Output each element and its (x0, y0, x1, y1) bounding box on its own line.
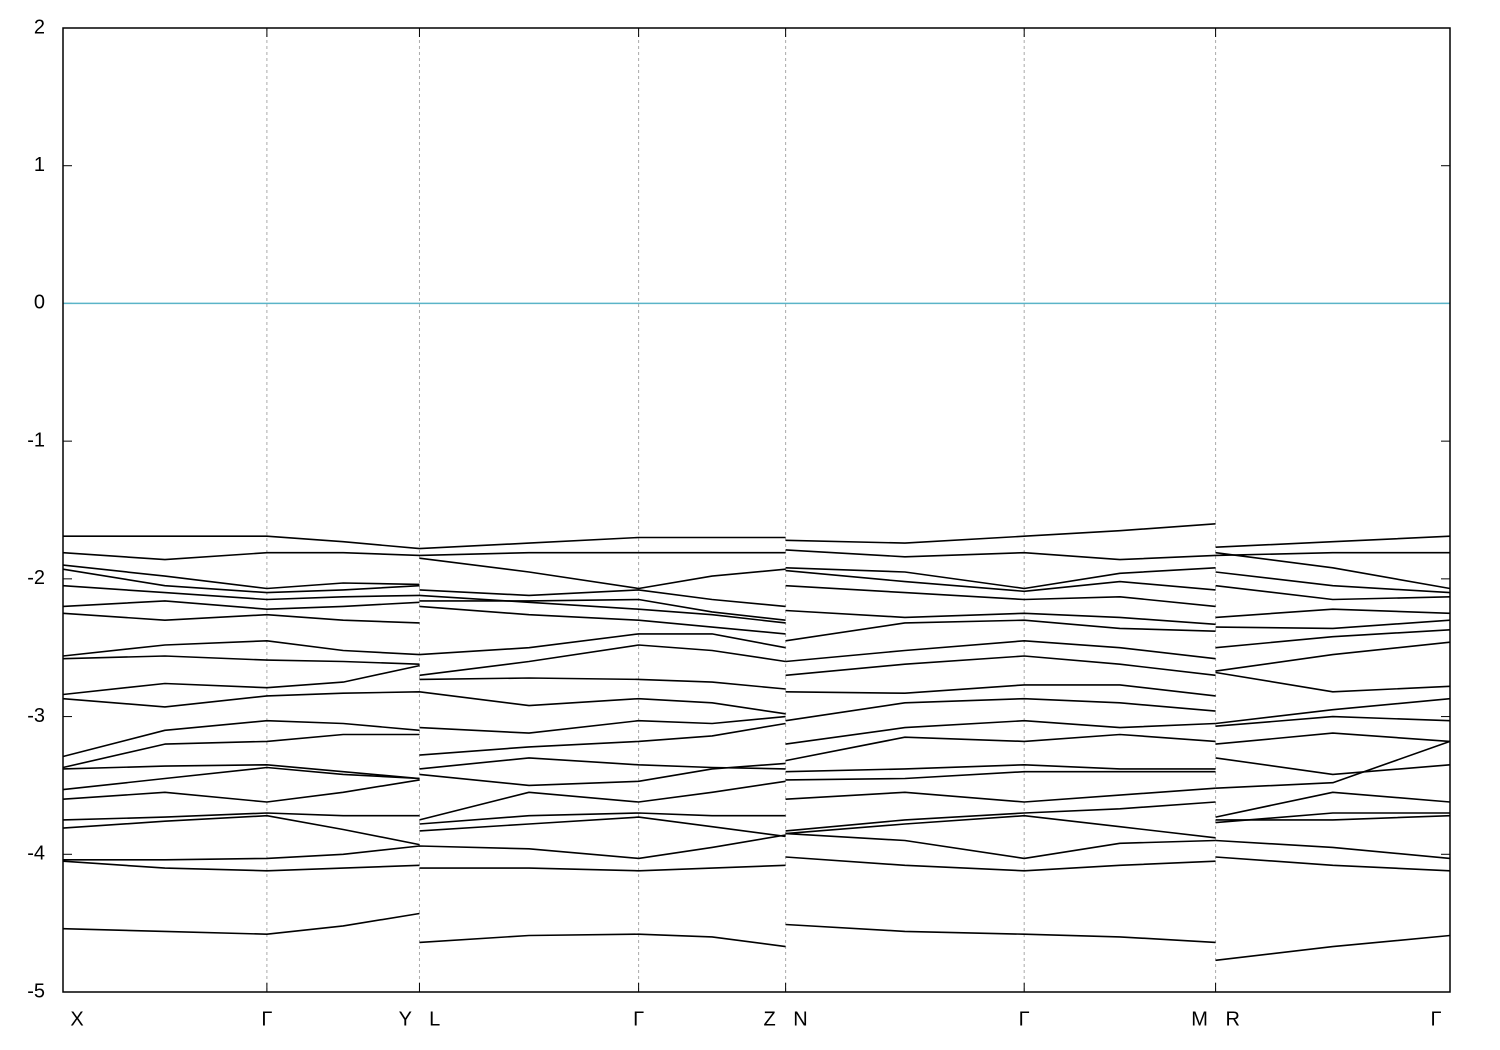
band-line (62, 801, 1450, 832)
band-line (62, 629, 1451, 663)
band-line (62, 912, 1451, 962)
x-tick-label: M R (1191, 1008, 1240, 1030)
band-line (62, 715, 1451, 758)
x-tick-label: Γ (261, 1008, 272, 1030)
x-tick-label: X (70, 1008, 83, 1030)
band-line (62, 664, 1451, 697)
y-tick-label: 0 (34, 292, 45, 314)
y-tick-label: 2 (34, 16, 45, 38)
y-tick-label: 1 (34, 154, 45, 176)
band-line (62, 551, 1451, 590)
band-line (62, 549, 1450, 561)
band-line (62, 722, 1451, 769)
y-tick-label: -5 (27, 980, 45, 1002)
x-tick-label: Γ (1019, 1008, 1030, 1030)
band-line (62, 594, 1451, 626)
band-line (63, 814, 1451, 861)
y-tick-label: -2 (27, 567, 45, 589)
band-line (62, 691, 1451, 725)
y-tick-label: -1 (27, 429, 45, 451)
x-tick-label: Γ (633, 1008, 644, 1030)
band-line (62, 584, 1451, 621)
band-line (62, 856, 1451, 872)
band-line (62, 740, 1451, 791)
band-line (62, 757, 1451, 780)
band-line (62, 814, 1451, 860)
x-tick-label: Γ (1430, 1008, 1441, 1030)
y-tick-label: -4 (27, 843, 45, 865)
band-line (62, 779, 1451, 821)
band-line (62, 641, 1451, 677)
band-line (62, 568, 1451, 608)
band-line (63, 523, 1451, 550)
y-tick-label: -3 (27, 705, 45, 727)
plot-frame (62, 27, 1451, 993)
band-line (62, 605, 1451, 642)
x-tick-label: Y L (399, 1008, 441, 1030)
x-tick-label: Z N (764, 1008, 808, 1030)
